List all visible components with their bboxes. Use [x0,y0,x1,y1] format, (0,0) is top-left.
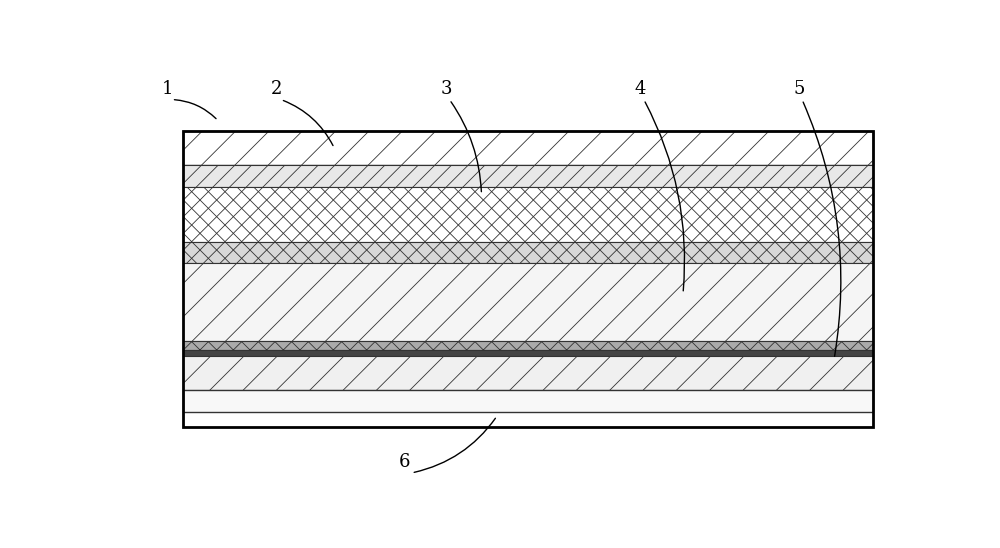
Bar [183,356,873,390]
Bar [183,262,873,341]
Bar [183,390,873,412]
Bar [183,165,873,187]
Bar [183,350,873,356]
Text: 4: 4 [635,80,646,98]
Bar [183,242,873,262]
Text: 6: 6 [398,453,410,471]
Bar [183,187,873,242]
Text: 2: 2 [270,80,282,98]
Text: 3: 3 [441,80,452,98]
Text: 1: 1 [162,80,173,98]
Bar [183,187,873,242]
Bar [183,131,873,426]
Text: 5: 5 [794,80,805,98]
Bar [183,341,873,350]
Bar [183,242,873,262]
Bar [183,131,873,165]
